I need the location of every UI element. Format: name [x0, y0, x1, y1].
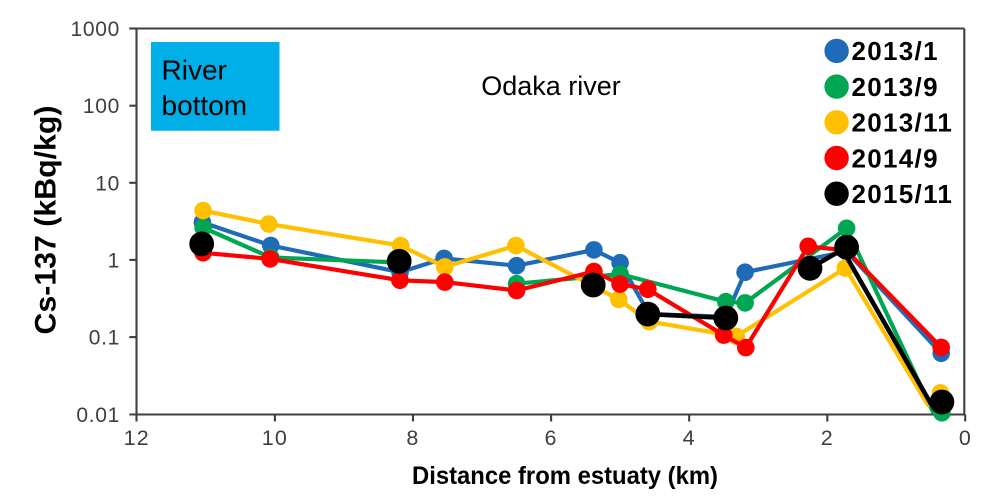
svg-text:bottom: bottom [162, 90, 248, 121]
svg-text:1000: 1000 [70, 18, 120, 41]
svg-text:Odaka river: Odaka river [481, 71, 621, 101]
svg-text:6: 6 [545, 426, 558, 450]
svg-text:0: 0 [959, 426, 972, 450]
svg-text:2015/11: 2015/11 [852, 179, 954, 209]
svg-text:2013/11: 2013/11 [852, 108, 954, 138]
svg-text:Cs-137 (kBq/kg): Cs-137 (kBq/kg) [30, 106, 63, 335]
svg-text:2: 2 [821, 426, 834, 450]
svg-text:4: 4 [683, 426, 696, 450]
svg-text:100: 100 [83, 95, 120, 118]
svg-text:10: 10 [95, 172, 120, 195]
svg-text:2013/1: 2013/1 [852, 36, 939, 66]
svg-text:Distance from estuaty (km): Distance from estuaty (km) [412, 462, 718, 490]
svg-text:River: River [162, 55, 227, 86]
svg-text:2014/9: 2014/9 [852, 143, 939, 173]
svg-text:8: 8 [406, 426, 419, 450]
svg-text:10: 10 [262, 426, 288, 450]
svg-text:0.1: 0.1 [89, 327, 120, 350]
svg-text:0.01: 0.01 [76, 404, 120, 427]
svg-text:1: 1 [108, 249, 120, 272]
svg-text:12: 12 [124, 426, 150, 450]
svg-text:2013/9: 2013/9 [852, 72, 939, 102]
